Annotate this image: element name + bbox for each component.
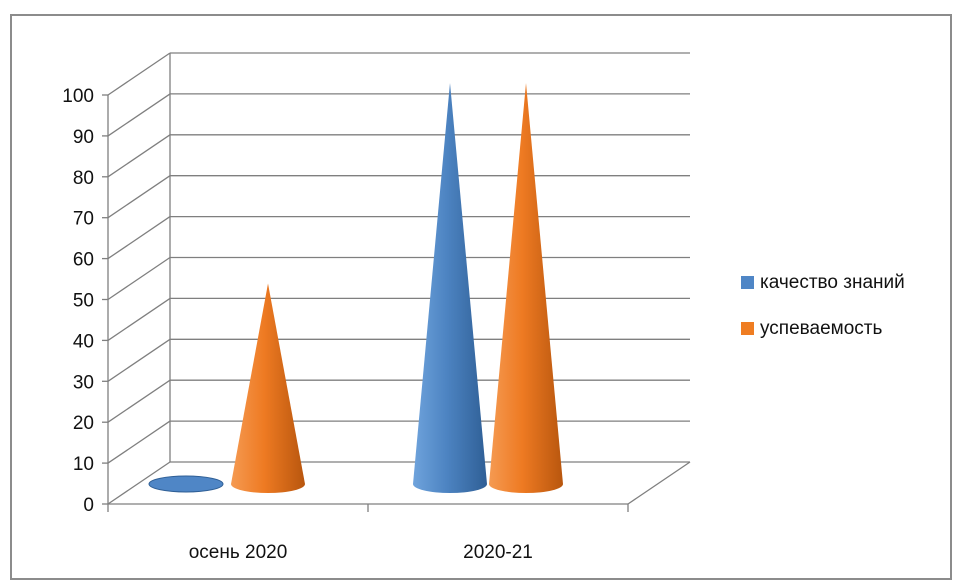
grid-diagonal (107, 256, 171, 301)
legend-swatch (741, 322, 754, 335)
grid-diagonal (107, 216, 171, 260)
y-tick-label: 100 (62, 86, 94, 107)
y-tick-label: 50 (73, 291, 94, 312)
y-tick-label: 60 (73, 250, 94, 271)
y-tick-label: 70 (73, 209, 94, 230)
grid-diagonal (107, 338, 171, 382)
grid-diagonal (107, 379, 171, 423)
grid-diagonal (107, 134, 171, 178)
legend-label: качество знаний (760, 272, 905, 293)
y-tick-label: 90 (73, 127, 94, 148)
cone (413, 83, 487, 493)
cone-body (489, 83, 563, 493)
grid-diagonal (107, 461, 171, 505)
cone (148, 475, 224, 493)
y-tick-label: 10 (73, 454, 94, 475)
y-tick-label: 20 (73, 413, 94, 434)
grid-diagonal (107, 297, 171, 341)
cone-body (231, 283, 305, 493)
cone-base-flat (148, 475, 224, 493)
grid-diagonal (107, 52, 171, 96)
floor-edge (627, 461, 691, 505)
y-tick-label: 80 (73, 168, 94, 189)
legend-label: успеваемость (760, 318, 882, 339)
grid-diagonal (107, 93, 171, 137)
x-tick-label: осень 2020 (189, 542, 288, 563)
grid-diagonal (107, 175, 171, 219)
cone (231, 283, 305, 493)
y-tick-label: 40 (73, 331, 94, 352)
y-tick-label: 30 (73, 372, 94, 393)
cone (489, 83, 563, 493)
grid-diagonal (107, 420, 171, 464)
y-tick-label: 0 (83, 495, 94, 516)
cone-body (413, 83, 487, 493)
x-tick-label: 2020-21 (463, 542, 533, 563)
legend-swatch (741, 276, 754, 289)
